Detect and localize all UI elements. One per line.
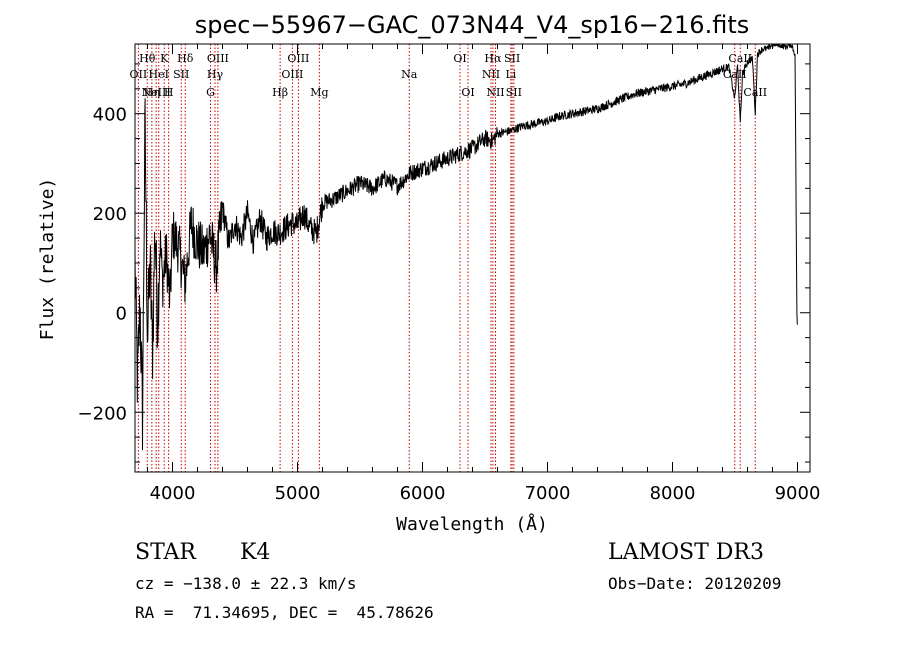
emission-line-label: OIII: [281, 68, 303, 81]
x-tick-label: 9000: [775, 483, 821, 504]
emission-line-markers: [137, 44, 756, 472]
emission-line-label: H: [164, 86, 174, 99]
coordinates: RA = 71.34695, DEC = 45.78626: [135, 603, 434, 622]
emission-line-label: SII: [504, 52, 520, 65]
x-tick-labels: 4000 5000 6000 7000 8000 9000: [150, 483, 821, 504]
y-tick-label: −200: [78, 403, 127, 424]
emission-line-label: SII: [173, 68, 189, 81]
chart-title: spec−55967−GAC_073N44_V4_sp16−216.fits: [195, 11, 749, 39]
x-tick-label: 4000: [150, 483, 196, 504]
emission-line-label: OI: [461, 86, 474, 99]
plot-frame: [134, 43, 811, 473]
y-tick-label: 200: [93, 204, 127, 225]
emission-line-label: CaII: [743, 86, 767, 99]
x-tick-label: 7000: [525, 483, 571, 504]
object-class: STAR: [135, 540, 196, 565]
x-tick-label: 5000: [275, 483, 321, 504]
y-axis-label: Flux (relative): [37, 178, 58, 341]
x-axis-label: Wavelength (Å): [396, 513, 548, 535]
emission-line-label: OII: [130, 68, 148, 81]
y-tick-label: 400: [93, 105, 127, 126]
emission-line-label: Hθ: [139, 52, 156, 65]
emission-line-label: SII: [506, 86, 522, 99]
x-tick-label: 6000: [400, 483, 446, 504]
emission-line-label: G: [206, 86, 215, 99]
emission-line-label: CaII: [728, 52, 752, 65]
redshift-velocity: cz = −138.0 ± 22.3 km/s: [135, 574, 357, 593]
object-subclass: K4: [240, 540, 271, 565]
y-tick-label: 0: [116, 304, 127, 325]
emission-line-label: Hδ: [177, 52, 194, 65]
emission-line-label: OIII: [287, 52, 309, 65]
emission-line-label: Hγ: [207, 68, 224, 81]
emission-line-label: K: [160, 52, 169, 65]
emission-line-label: Na: [401, 68, 418, 81]
emission-line-label: NeIII: [142, 86, 171, 99]
emission-line-label: Hη: [144, 86, 160, 99]
observation-date: Obs−Date: 20120209: [608, 574, 782, 593]
survey-name: LAMOST DR3: [608, 540, 764, 565]
spectrum-series-line: [134, 43, 798, 451]
emission-line-label: Hβ: [272, 86, 288, 99]
emission-line-label: OIII: [207, 52, 229, 65]
x-tick-label: 8000: [650, 483, 696, 504]
y-tick-labels: −200 0 200 400: [78, 105, 127, 425]
emission-line-label: NII: [486, 86, 504, 99]
emission-line-label: NII: [482, 68, 500, 81]
axis-ticks: [135, 44, 810, 472]
emission-line-label: Hα: [484, 52, 502, 65]
emission-line-label: Li: [505, 68, 516, 81]
emission-line-label: Mg: [310, 86, 328, 99]
emission-line-label: HeI: [149, 68, 169, 81]
emission-line-label: OI: [453, 52, 466, 65]
